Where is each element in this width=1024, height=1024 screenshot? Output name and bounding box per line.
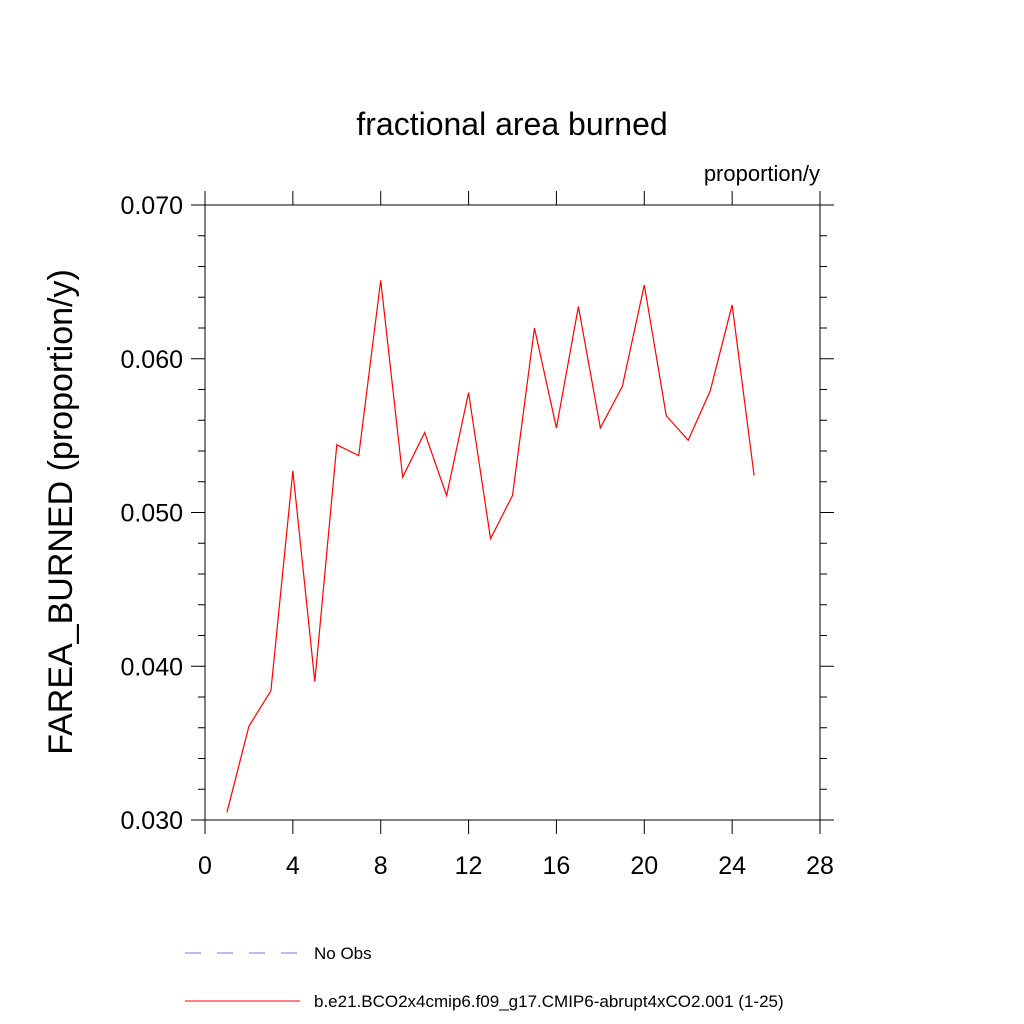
legend-label-model: b.e21.BCO2x4cmip6.f09_g17.CMIP6-abrupt4x…	[314, 992, 784, 1011]
x-tick-label: 8	[374, 852, 388, 880]
y-tick-labels: 0.030 0.040 0.050 0.060 0.070	[120, 192, 183, 835]
x-tick-label: 20	[630, 852, 658, 880]
legend: No Obs b.e21.BCO2x4cmip6.f09_g17.CMIP6-a…	[185, 944, 784, 1011]
axis-ticks	[191, 191, 834, 834]
y-tick-label: 0.060	[120, 346, 183, 374]
legend-label-no-obs: No Obs	[314, 944, 372, 963]
y-tick-label: 0.040	[120, 653, 183, 681]
x-tick-label: 24	[718, 852, 746, 880]
series-layer	[226, 280, 755, 813]
y-tick-label: 0.030	[120, 807, 183, 835]
chart-title: fractional area burned	[356, 106, 667, 142]
x-tick-label: 16	[543, 852, 571, 880]
y-tick-label: 0.070	[120, 192, 183, 220]
x-tick-label: 0	[198, 852, 212, 880]
x-tick-label: 12	[455, 852, 483, 880]
units-label: proportion/y	[704, 161, 820, 186]
y-tick-label: 0.050	[120, 500, 183, 528]
series-line	[226, 280, 755, 813]
x-tick-labels: 0 4 8 12 16 20 24 28	[198, 852, 834, 880]
x-tick-label: 4	[286, 852, 300, 880]
x-tick-label: 28	[806, 852, 834, 880]
y-axis-label: FAREA_BURNED (proportion/y)	[42, 269, 80, 755]
plot-frame	[204, 204, 821, 821]
